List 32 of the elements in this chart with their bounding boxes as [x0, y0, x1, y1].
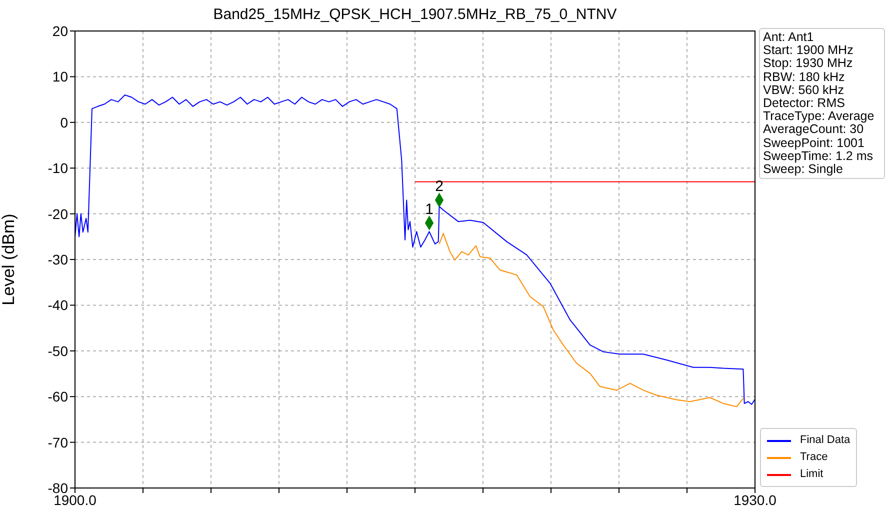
text: SweepPoint: 1001	[763, 136, 866, 150]
annotation: 2	[435, 178, 444, 196]
annotation: 1	[425, 200, 434, 218]
text: Start: 1900 MHz	[763, 43, 854, 58]
y-tick-label: -80	[48, 480, 68, 496]
y-tick-label: -30	[48, 251, 68, 268]
text: TraceType: Average	[763, 109, 876, 124]
text: Ant: Ant1	[763, 30, 815, 44]
text: RBW: 180 kHz	[763, 70, 846, 84]
line-series	[438, 232, 744, 408]
y-tick-label: 20	[52, 22, 68, 39]
y-tick-label: -40	[48, 297, 68, 314]
y-tick-label: -60	[48, 388, 68, 405]
text: Sweep: Single	[763, 162, 844, 176]
legend-label: Final Data	[800, 433, 850, 448]
y-tick-label: -10	[48, 160, 68, 176]
y-tick-label: -20	[48, 206, 68, 222]
x-tick-label: 1930.0	[734, 492, 777, 508]
legend-label: Trace	[800, 450, 828, 465]
chart-title: Band25_15MHz_QPSK_HCH_1907.5MHz_RB_75_0_NTNV	[212, 6, 618, 23]
text: SweepTime: 1.2 ms	[763, 148, 874, 164]
line-series	[75, 94, 755, 405]
y-tick-label: -70	[48, 434, 68, 450]
text: Detector: RMS	[763, 96, 846, 110]
text: AverageCount: 30	[763, 122, 864, 137]
y-tick-label: 0	[60, 114, 68, 130]
text: VBW: 560 kHz	[763, 82, 846, 98]
y-axis-title: Level (dBm)	[0, 214, 18, 306]
text: Stop: 1930 MHz	[763, 56, 854, 71]
legend-label: Limit	[800, 467, 824, 482]
y-tick-label: 10	[52, 68, 68, 85]
y-tick-label: -50	[48, 342, 68, 359]
